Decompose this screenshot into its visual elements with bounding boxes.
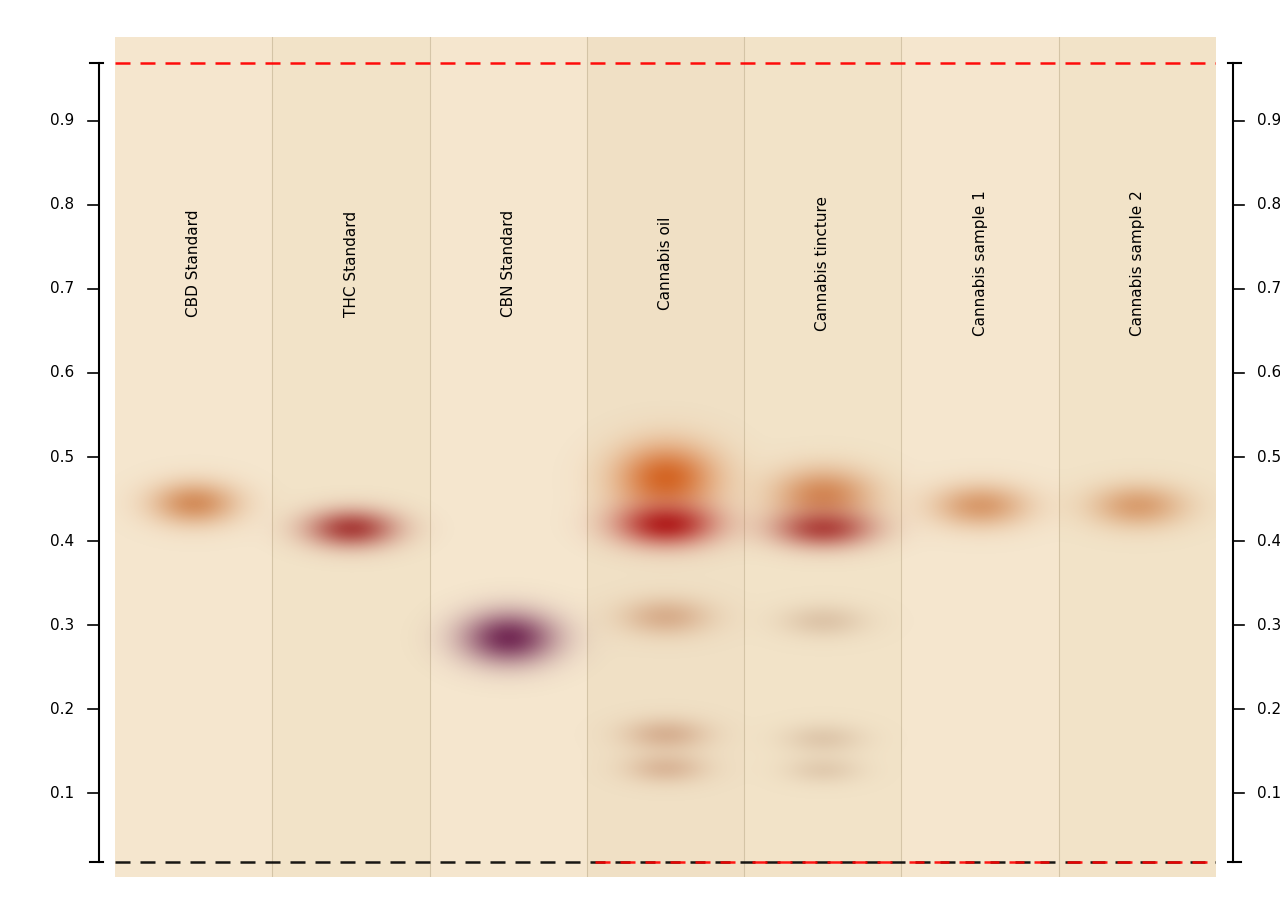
Bar	[115, 37, 273, 877]
Text: Cannabis oil: Cannabis oil	[658, 217, 673, 310]
Text: THC Standard: THC Standard	[343, 210, 358, 316]
Text: 0.5: 0.5	[1257, 450, 1280, 464]
Text: 0.1: 0.1	[50, 786, 74, 801]
Text: 0.3: 0.3	[50, 618, 74, 632]
Text: 0.8: 0.8	[50, 197, 74, 212]
Text: 0.5: 0.5	[50, 450, 74, 464]
Text: 0.6: 0.6	[50, 366, 74, 380]
Bar	[588, 37, 744, 877]
Text: CBN Standard: CBN Standard	[500, 210, 516, 317]
Text: 0.8: 0.8	[1257, 197, 1280, 212]
Text: CBD Standard: CBD Standard	[187, 210, 201, 317]
Bar	[1059, 37, 1216, 877]
Text: 0.7: 0.7	[1257, 282, 1280, 296]
Text: 0.9: 0.9	[1257, 113, 1280, 128]
Text: 0.4: 0.4	[50, 534, 74, 548]
Text: 0.9: 0.9	[50, 113, 74, 128]
Text: 0.3: 0.3	[1257, 618, 1280, 632]
Text: Cannabis tincture: Cannabis tincture	[815, 197, 831, 331]
Text: 0.4: 0.4	[1257, 534, 1280, 548]
Text: 0.7: 0.7	[50, 282, 74, 296]
Text: 0.2: 0.2	[1257, 702, 1280, 717]
Bar	[430, 37, 588, 877]
Text: Cannabis sample 2: Cannabis sample 2	[1130, 191, 1144, 336]
Bar	[744, 37, 901, 877]
Text: 0.2: 0.2	[50, 702, 74, 717]
Text: Cannabis sample 1: Cannabis sample 1	[973, 191, 988, 336]
Text: 0.1: 0.1	[1257, 786, 1280, 801]
Bar	[901, 37, 1059, 877]
Bar	[273, 37, 430, 877]
Text: 0.6: 0.6	[1257, 366, 1280, 380]
